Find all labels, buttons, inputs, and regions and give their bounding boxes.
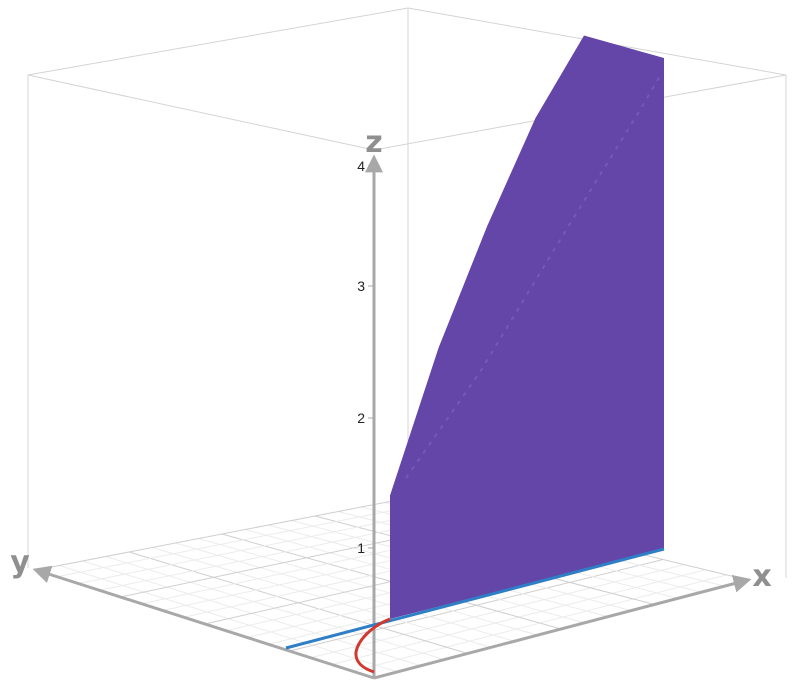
floor-grid-line — [78, 507, 451, 584]
axis-label-y: y — [10, 545, 30, 580]
red-curve — [354, 617, 391, 674]
axis-label-z: z — [365, 125, 382, 160]
surface-sheet — [390, 35, 664, 619]
z-tick-label: 2 — [357, 410, 365, 426]
z-tick-label: 3 — [357, 278, 365, 294]
surface-fold-shade — [405, 75, 661, 479]
axis-label-x: x — [752, 559, 771, 594]
floor-grid-line — [35, 497, 409, 571]
y-axis — [32, 565, 375, 680]
box-edge — [27, 74, 375, 151]
floor-grid-line — [57, 502, 430, 578]
z-tick-label: 4 — [357, 158, 365, 174]
x-axis — [373, 574, 752, 680]
bounding-box — [27, 7, 787, 578]
box-edge — [27, 7, 409, 76]
base-line — [285, 547, 665, 650]
z-ticks: 1 2 3 4 — [357, 158, 374, 556]
z-tick-label: 1 — [357, 540, 365, 556]
